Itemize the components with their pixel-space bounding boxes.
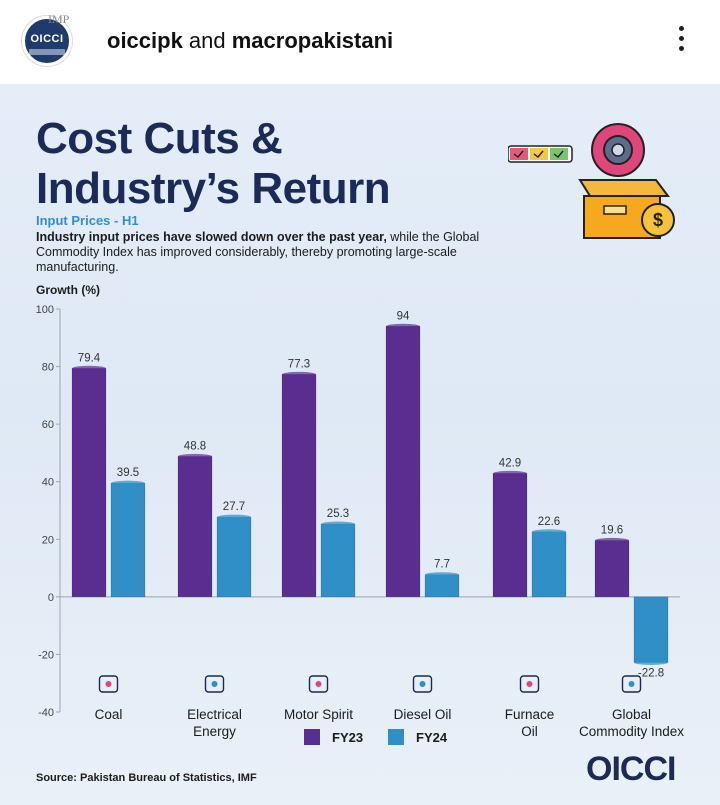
legend-swatch-fy23 (304, 729, 320, 745)
username-joiner: and (182, 28, 232, 53)
y-tick-label: 20 (42, 534, 54, 546)
bar-cap (595, 537, 629, 543)
y-tick-label: -40 (38, 707, 54, 719)
furnace-icon (519, 675, 540, 693)
legend-label-fy23: FY23 (332, 730, 363, 745)
bar-value-label: 39.5 (117, 467, 139, 479)
bar-cap (532, 529, 566, 535)
bar-value-label: 7.7 (434, 559, 450, 571)
fuel-pump-icon (308, 675, 329, 693)
bar-fy23 (594, 540, 630, 598)
account-avatar[interactable]: OICCI (22, 16, 72, 66)
bar-cap (321, 521, 355, 527)
bar-cap (386, 323, 420, 329)
y-tick-label: -20 (38, 649, 54, 661)
description-bold: Industry input prices have slowed down o… (36, 230, 387, 244)
y-tick-label: 60 (42, 419, 54, 431)
y-tick-label: 40 (42, 477, 54, 489)
y-tick-label: 0 (48, 592, 54, 604)
avatar-badge: IMP (48, 12, 70, 26)
bar-fy23 (385, 326, 421, 598)
bar-cap (634, 659, 668, 665)
infographic-subtitle: Input Prices - H1 (36, 213, 139, 228)
bar-fy23 (177, 456, 213, 598)
coal-cart-icon (98, 675, 119, 693)
category-label: Commodity Index (579, 724, 684, 739)
input-prices-bar-chart: Growth (%) -40 -20 0 20 40 60 80 100 79.4 48.8 77.3… (36, 283, 684, 745)
oicci-logo: OICCI (586, 750, 676, 788)
username-oiccipk[interactable]: oiccipk (107, 28, 183, 53)
bar-fy24 (216, 516, 252, 598)
source-note: Source: Pakistan Bureau of Statistics, I… (36, 772, 257, 784)
bar-value-label: 22.6 (538, 516, 560, 528)
description-rest: while the Global Commodity Index has imp… (36, 230, 480, 274)
bar-fy24 (633, 596, 669, 663)
category-label: Diesel Oil (394, 707, 452, 722)
category-label: Oil (521, 724, 538, 739)
power-tower-icon (204, 675, 225, 693)
oil-can-icon (412, 675, 433, 693)
bar-value-label: 42.9 (499, 457, 521, 469)
bar-value-label: 79.4 (78, 352, 101, 364)
post-usernames: oiccipk and macropakistani (107, 28, 393, 54)
y-tick-label: 80 (42, 362, 54, 374)
infographic-title: Cost Cuts & Industry’s Return (36, 114, 391, 213)
bar-value-label: 19.6 (601, 524, 623, 536)
y-tick-label: 100 (36, 304, 54, 316)
username-macropakistani[interactable]: macropakistani (231, 28, 394, 53)
bar-cap (178, 453, 212, 459)
category-label: Motor Spirit (284, 707, 353, 722)
bar-cap (111, 480, 145, 486)
bar-cap (217, 514, 251, 520)
bar-fy24 (320, 523, 356, 598)
bar-value-label: -22.8 (638, 667, 664, 679)
bar-fy23 (281, 374, 317, 598)
category-label: Electrical (187, 707, 242, 722)
avatar-decoration (29, 49, 65, 55)
y-axis-label: Growth (%) (36, 283, 100, 297)
bar-value-label: 77.3 (288, 358, 310, 370)
bar-value-label: 48.8 (184, 440, 206, 452)
legend-label-fy24: FY24 (416, 730, 448, 745)
post-image: Cost Cuts & Industry’s Return Input Pric… (0, 84, 720, 805)
svg-text:$: $ (653, 210, 663, 230)
bar-cap (493, 470, 527, 476)
category-label: Energy (193, 724, 236, 739)
more-options-icon[interactable] (676, 26, 686, 56)
bar-fy24 (424, 574, 460, 598)
category-label: Furnace (505, 707, 555, 722)
bar-cap (72, 365, 106, 371)
bar-fy23 (492, 473, 528, 598)
globe-icon (621, 675, 642, 693)
bar-fy24 (110, 482, 146, 598)
post-header: OICCI IMP oiccipk and macropakistani (0, 0, 720, 84)
bar-fy23 (71, 368, 107, 598)
bar-cap (425, 572, 459, 578)
category-label: Global (612, 707, 651, 722)
industry-box-illustration-icon: $ (508, 123, 675, 239)
bar-value-label: 25.3 (327, 508, 349, 520)
bar-cap (282, 371, 316, 377)
bar-value-label: 94 (397, 310, 410, 322)
bar-value-label: 27.7 (223, 501, 245, 513)
avatar-logo-text: OICCI (30, 33, 64, 45)
category-label: Coal (95, 707, 123, 722)
infographic-description: Industry input prices have slowed down o… (36, 230, 506, 275)
bar-fy24 (531, 531, 567, 598)
legend-swatch-fy24 (388, 729, 404, 745)
